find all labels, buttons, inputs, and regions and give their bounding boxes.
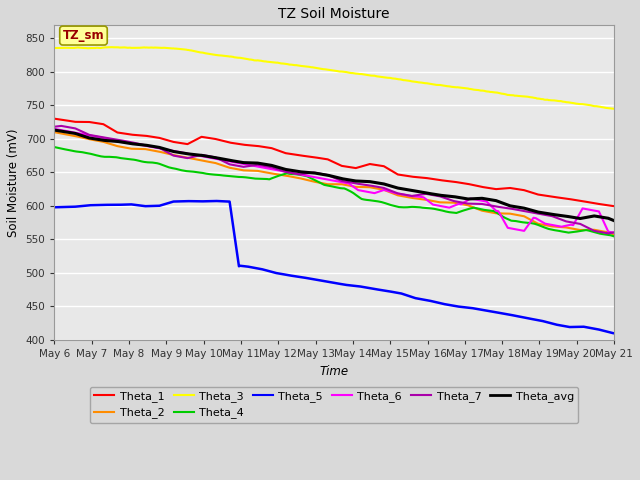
Theta_7 <box>604 230 612 236</box>
Theta_1 <box>462 180 470 186</box>
Theta_7 <box>226 161 234 167</box>
Theta_3 <box>226 54 234 60</box>
Theta_6 <box>51 126 58 132</box>
Line: Theta_4: Theta_4 <box>54 147 614 236</box>
X-axis label: Time: Time <box>319 365 349 378</box>
Theta_2 <box>287 174 294 180</box>
Theta_2 <box>225 165 232 170</box>
Theta_2 <box>364 184 371 190</box>
Theta_3 <box>288 62 296 68</box>
Theta_5 <box>212 198 220 204</box>
Theta_4 <box>225 173 232 179</box>
Theta_7 <box>58 123 65 129</box>
Theta_1 <box>225 139 232 145</box>
Theta_3 <box>392 76 399 82</box>
Theta_avg <box>364 179 371 184</box>
Theta_5 <box>392 289 399 295</box>
Theta_7 <box>288 170 296 176</box>
Theta_1 <box>364 162 371 168</box>
Theta_5 <box>463 305 470 311</box>
Theta_7 <box>611 229 618 235</box>
Theta_2 <box>559 224 566 230</box>
Theta_6 <box>559 224 566 229</box>
Theta_7 <box>560 217 568 223</box>
Theta_6 <box>287 170 294 176</box>
Theta_6 <box>462 199 470 204</box>
Theta_6 <box>390 190 398 196</box>
Theta_1 <box>611 203 618 209</box>
Theta_5 <box>611 330 618 336</box>
Theta_6 <box>225 158 232 164</box>
Theta_avg <box>287 168 294 173</box>
Theta_4 <box>559 229 566 235</box>
Line: Theta_1: Theta_1 <box>54 119 614 206</box>
Y-axis label: Soil Moisture (mV): Soil Moisture (mV) <box>7 128 20 237</box>
Theta_4 <box>462 207 470 213</box>
Theta_3 <box>365 72 372 78</box>
Theta_1 <box>390 169 398 175</box>
Theta_3 <box>611 106 618 112</box>
Theta_2 <box>462 202 470 208</box>
Theta_4 <box>611 233 618 239</box>
Theta_2 <box>51 129 58 135</box>
Theta_1 <box>287 151 294 157</box>
Legend: Theta_1, Theta_2, Theta_3, Theta_4, Theta_5, Theta_6, Theta_7, Theta_avg: Theta_1, Theta_2, Theta_3, Theta_4, Thet… <box>90 386 579 423</box>
Line: Theta_2: Theta_2 <box>54 132 614 235</box>
Theta_avg <box>611 218 618 224</box>
Theta_avg <box>462 196 470 202</box>
Theta_avg <box>225 157 232 163</box>
Theta_avg <box>390 184 398 190</box>
Theta_2 <box>390 191 398 197</box>
Theta_6 <box>611 230 618 236</box>
Theta_7 <box>392 190 399 195</box>
Theta_4 <box>51 144 58 150</box>
Line: Theta_avg: Theta_avg <box>54 130 614 221</box>
Theta_7 <box>365 182 372 188</box>
Theta_3 <box>560 99 568 105</box>
Line: Theta_6: Theta_6 <box>54 129 614 233</box>
Theta_3 <box>108 44 115 50</box>
Line: Theta_3: Theta_3 <box>54 47 614 109</box>
Theta_7 <box>463 201 470 206</box>
Line: Theta_7: Theta_7 <box>54 126 614 233</box>
Theta_4 <box>364 197 371 203</box>
Theta_4 <box>287 171 294 177</box>
Theta_1 <box>559 195 566 201</box>
Theta_5 <box>560 323 568 329</box>
Title: TZ Soil Moisture: TZ Soil Moisture <box>278 7 390 21</box>
Theta_avg <box>559 213 566 218</box>
Theta_7 <box>51 124 58 130</box>
Theta_4 <box>390 203 398 209</box>
Theta_6 <box>364 189 371 195</box>
Theta_5 <box>51 204 58 210</box>
Line: Theta_5: Theta_5 <box>54 201 614 333</box>
Theta_2 <box>611 232 618 238</box>
Theta_5 <box>288 273 296 278</box>
Theta_3 <box>463 85 470 91</box>
Theta_5 <box>226 199 234 204</box>
Theta_avg <box>51 127 58 133</box>
Theta_1 <box>51 116 58 121</box>
Text: TZ_sm: TZ_sm <box>63 29 104 42</box>
Theta_5 <box>365 285 372 291</box>
Theta_3 <box>51 45 58 51</box>
